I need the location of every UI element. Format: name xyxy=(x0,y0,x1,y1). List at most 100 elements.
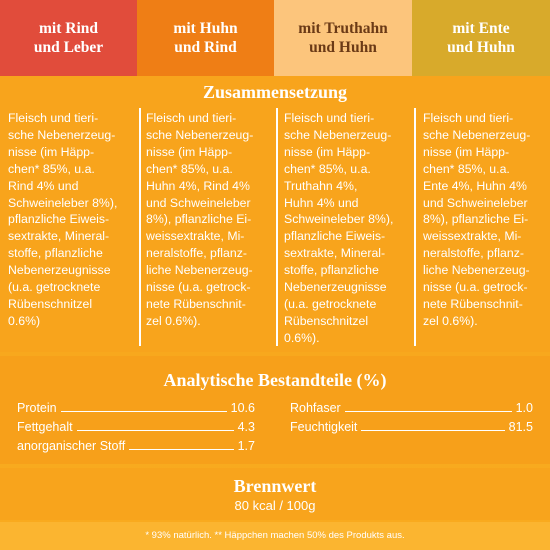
header-line: mit Ente xyxy=(452,20,510,37)
section-title: Brennwert xyxy=(233,476,317,496)
header-line: mit Rind xyxy=(39,20,98,37)
text-line: Fleisch und tieri- xyxy=(8,111,99,125)
text-line: neralstoffe, pflanz- xyxy=(423,246,524,261)
text-line: (u.a. getrocknete xyxy=(284,296,377,311)
header-line: und Rind xyxy=(174,39,237,56)
leader xyxy=(129,449,234,450)
text-line: und Schweineleber xyxy=(146,195,251,210)
leader xyxy=(361,430,505,431)
text-line: 0.6%) xyxy=(8,313,41,328)
text-line: und Schweineleber xyxy=(423,195,528,210)
text-line: 8%), pflanzliche Ei- xyxy=(423,212,529,227)
header-cell: mit Huhn und Rind xyxy=(137,0,274,76)
text-line: Fleisch und tieri- xyxy=(423,111,514,125)
header-line: und Leber xyxy=(33,39,104,56)
row-label: anorganischer Stoff xyxy=(17,439,126,453)
text-line: nisse (im Häpp- xyxy=(423,144,510,159)
text-line: Fleisch und tieri- xyxy=(284,111,375,125)
composition-text: Fleisch und tieri-sche Nebenerzeug-nisse… xyxy=(8,110,117,330)
analysis-row: anorganischer Stoff 1.7 xyxy=(17,435,255,453)
text-line: nisse (im Häpp- xyxy=(146,144,233,159)
text-line: zel 0.6%). xyxy=(146,313,201,328)
text-line: Nebenerzeugnisse xyxy=(8,263,111,278)
text-line: Rübenschnitzel xyxy=(8,296,93,311)
text-line: Fleisch und tieri- xyxy=(146,111,237,125)
composition-text: Fleisch und tieri-sche Nebenerzeug-nisse… xyxy=(146,110,253,330)
row-value: 81.5 xyxy=(508,420,533,434)
header-line: mit Huhn xyxy=(173,20,238,37)
composition-band xyxy=(0,76,550,352)
leader xyxy=(60,411,227,412)
leader xyxy=(344,411,512,412)
footnote: * 93% natürlich. ** Häppchen machen 50% … xyxy=(145,530,405,541)
header-cell: mit Rind und Leber xyxy=(0,0,137,76)
text-line: sche Nebenerzeug- xyxy=(284,127,392,142)
header-line: und Huhn xyxy=(309,39,377,56)
text-line: 0.6%). xyxy=(284,330,320,345)
header-line: und Huhn xyxy=(447,39,515,56)
text-line: Rübenschnitzel xyxy=(284,313,369,328)
text-line: neralstoffe, pflanz- xyxy=(146,246,247,261)
row-value: 4.3 xyxy=(237,420,255,434)
text-line: Truthahn 4%, xyxy=(284,178,358,193)
text-line: liche Nebenerzeug- xyxy=(423,263,530,278)
text-line: Huhn 4%, Rind 4% xyxy=(146,178,250,193)
text-line: nete Rübenschnit- xyxy=(146,296,246,311)
analysis-band xyxy=(0,356,550,464)
text-line: nisse (im Häpp- xyxy=(284,144,371,159)
text-line: liche Nebenerzeug- xyxy=(146,263,253,278)
row-label: Rohfaser xyxy=(290,401,341,415)
text-line: pflanzliche Eiweis- xyxy=(8,212,110,227)
divider xyxy=(414,108,416,346)
text-line: sche Nebenerzeug- xyxy=(8,127,116,142)
row-value: 1.0 xyxy=(515,401,533,415)
composition-text: Fleisch und tieri-sche Nebenerzeug-nisse… xyxy=(423,110,530,330)
text-line: chen* 85%, u.a. xyxy=(284,161,371,176)
text-line: Ente 4%, Huhn 4% xyxy=(423,178,527,193)
text-line: nisse (u.a. getrock- xyxy=(423,280,528,295)
text-line: Huhn 4% und xyxy=(284,195,359,210)
header-cell: mit Truthahn und Huhn xyxy=(274,0,412,76)
text-line: weissextrakte, Mi- xyxy=(146,229,245,244)
text-line: sche Nebenerzeug- xyxy=(146,127,254,142)
row-label: Protein xyxy=(17,401,57,415)
header-cell: mit Ente und Huhn xyxy=(412,0,550,76)
section-title: Analytische Bestandteile (%) xyxy=(163,370,387,390)
text-line: pflanzliche Eiweis- xyxy=(284,229,386,244)
text-line: nisse (im Häpp- xyxy=(8,144,95,159)
text-line: Schweineleber 8%), xyxy=(8,195,118,210)
leader xyxy=(76,430,234,431)
footnote-band xyxy=(0,522,550,550)
divider xyxy=(139,108,141,346)
analysis-row: Rohfaser 1.0 xyxy=(290,397,533,415)
text-line: sextrakte, Mineral- xyxy=(8,229,110,244)
text-line: weissextrakte, Mi- xyxy=(423,229,522,244)
row-label: Feuchtigkeit xyxy=(290,420,358,434)
row-value: 1.7 xyxy=(237,439,255,453)
divider xyxy=(276,108,278,346)
text-line: nisse (u.a. getrock- xyxy=(146,280,251,295)
text-line: Rind 4% und xyxy=(8,178,79,193)
analysis-row: Fettgehalt 4.3 xyxy=(17,416,255,434)
text-line: Nebenerzeugnisse xyxy=(284,280,387,295)
text-line: chen* 85%, u.a. xyxy=(8,161,95,176)
text-line: sche Nebenerzeug- xyxy=(423,127,531,142)
text-line: Schweineleber 8%), xyxy=(284,212,394,227)
text-line: zel 0.6%). xyxy=(423,313,478,328)
text-line: chen* 85%, u.a. xyxy=(146,161,233,176)
row-label: Fettgehalt xyxy=(17,420,73,434)
section-title: Zusammensetzung xyxy=(202,82,347,102)
text-line: stoffe, pflanzliche xyxy=(8,246,103,261)
energy-band xyxy=(0,468,550,520)
text-line: (u.a. getrocknete xyxy=(8,280,101,295)
energy-value: 80 kcal / 100g xyxy=(234,498,316,513)
text-line: nete Rübenschnit- xyxy=(423,296,523,311)
header-line: mit Truthahn xyxy=(298,20,388,37)
text-line: 8%), pflanzliche Ei- xyxy=(146,212,252,227)
analysis-row: Protein 10.6 xyxy=(17,397,255,415)
text-line: stoffe, pflanzliche xyxy=(284,263,379,278)
text-line: chen* 85%, u.a. xyxy=(423,161,510,176)
row-value: 10.6 xyxy=(230,401,255,415)
composition-text: Fleisch und tieri-sche Nebenerzeug-nisse… xyxy=(284,110,393,347)
